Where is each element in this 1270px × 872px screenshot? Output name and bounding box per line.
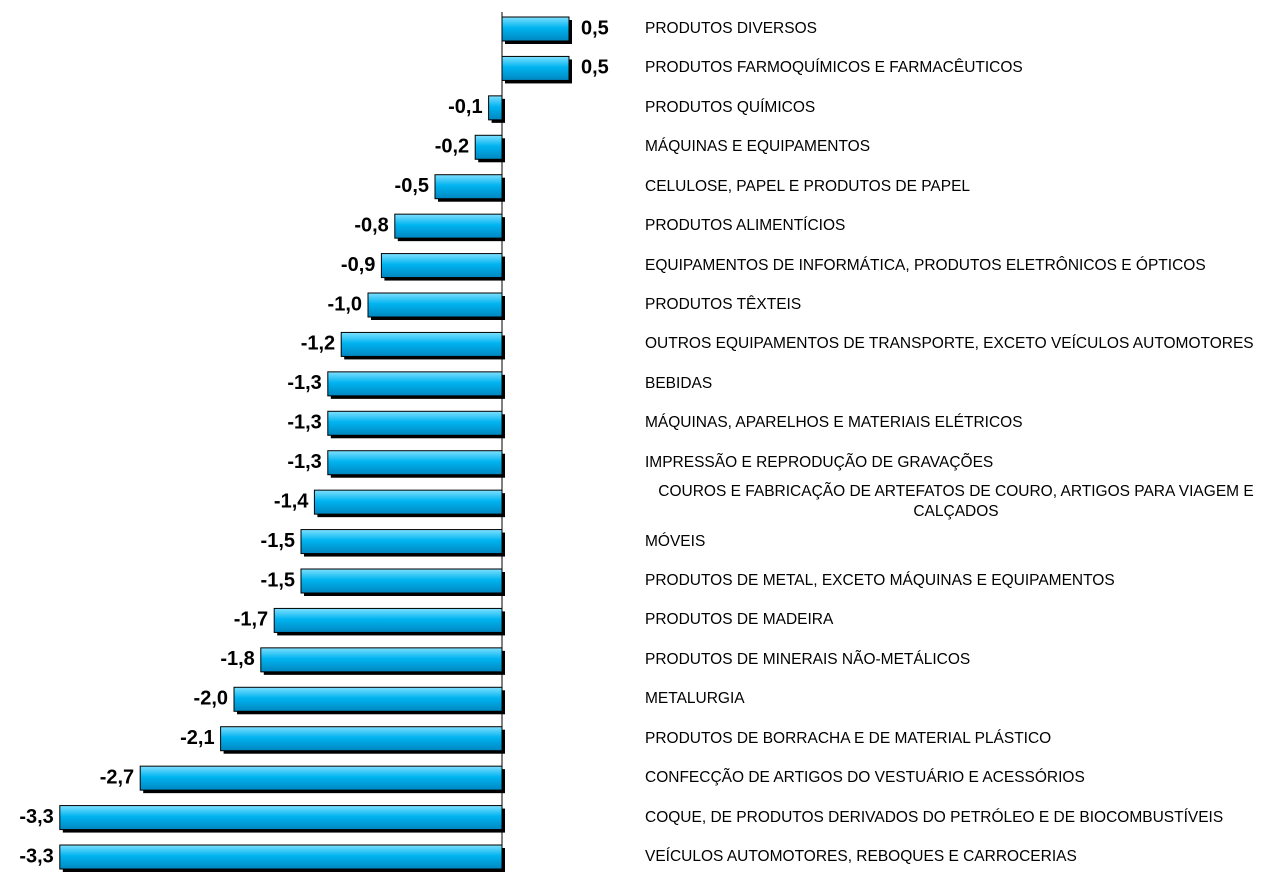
value-label: -0,8 [354,214,388,236]
bar [488,95,503,121]
category-label: OUTROS EQUIPAMENTOS DE TRANSPORTE, EXCET… [645,335,1254,353]
value-label: -0,1 [448,96,482,118]
bar [313,489,503,515]
value-label: -1,3 [287,451,321,473]
category-label: PRODUTOS FARMOQUÍMICOS E FARMACÊUTICOS [645,59,1023,77]
category-label: CONFECÇÃO DE ARTIGOS DO VESTUÁRIO E ACES… [645,769,1085,787]
value-label: -1,5 [261,530,295,552]
value-label: 0,5 [581,17,609,39]
bar [474,134,503,160]
value-label: -3,3 [19,806,53,828]
bar [139,765,503,791]
category-label: COUROS E FABRICAÇÃO DE ARTEFATOS DE COUR… [658,483,1254,521]
category-label: PRODUTOS DIVERSOS [645,20,817,37]
category-label: PRODUTOS DE MINERAIS NÃO-METÁLICOS [645,650,971,668]
bar [260,647,503,673]
value-label: -0,2 [435,136,469,158]
value-label: -3,3 [19,845,53,867]
category-label: MÁQUINAS, APARELHOS E MATERIAIS ELÉTRICO… [645,414,1023,432]
category-label: MÁQUINAS E EQUIPAMENTOS [645,138,871,156]
value-label: -1,3 [287,412,321,434]
value-label: -1,2 [301,333,335,355]
bar [220,726,503,752]
bar [501,16,570,42]
bar [59,805,503,831]
value-label: -0,5 [395,175,429,197]
category-label: PRODUTOS DE MADEIRA [645,611,834,629]
value-label: -1,8 [220,648,254,670]
value-label: -2,1 [180,727,214,749]
value-label: -2,7 [100,766,134,788]
bar [59,844,503,870]
bar [501,55,570,81]
category-label: PRODUTOS QUÍMICOS [645,98,816,116]
category-label: EQUIPAMENTOS DE INFORMÁTICA, PRODUTOS EL… [645,256,1206,274]
category-label: CELULOSE, PAPEL E PRODUTOS DE PAPEL [645,177,971,195]
bar [327,450,503,476]
category-label: COQUE, DE PRODUTOS DERIVADOS DO PETRÓLEO… [645,808,1224,826]
value-label: -1,3 [287,372,321,394]
bar [327,371,503,397]
category-label: VEÍCULOS AUTOMOTORES, REBOQUES E CARROCE… [645,848,1077,865]
category-label: PRODUTOS DE METAL, EXCETO MÁQUINAS E EQU… [645,572,1115,589]
category-label: PRODUTOS DE BORRACHA E DE MATERIAL PLÁST… [645,729,1052,747]
category-label: MÓVEIS [645,532,706,550]
category-label: IMPRESSÃO E REPRODUÇÃO DE GRAVAÇÕES [645,453,994,471]
value-label: -2,0 [194,688,228,710]
bar [367,292,503,318]
category-label: PRODUTOS ALIMENTÍCIOS [645,217,846,235]
bar [233,686,503,712]
bar [300,529,503,555]
bar [300,568,503,594]
bar [434,174,503,200]
value-label: -1,7 [234,609,268,631]
value-label: 0,5 [581,57,609,79]
category-label: BEBIDAS [645,374,713,392]
bar [394,213,503,239]
bar [340,331,503,357]
category-label: PRODUTOS TÊXTEIS [645,296,802,313]
value-label: -1,5 [261,569,295,591]
value-label: -1,0 [328,293,362,315]
value-label: -1,4 [274,490,309,512]
category-label: METALURGIA [645,690,745,708]
bar [327,410,503,436]
value-label: -0,9 [341,254,375,276]
bar [380,253,503,279]
bar [273,607,503,633]
